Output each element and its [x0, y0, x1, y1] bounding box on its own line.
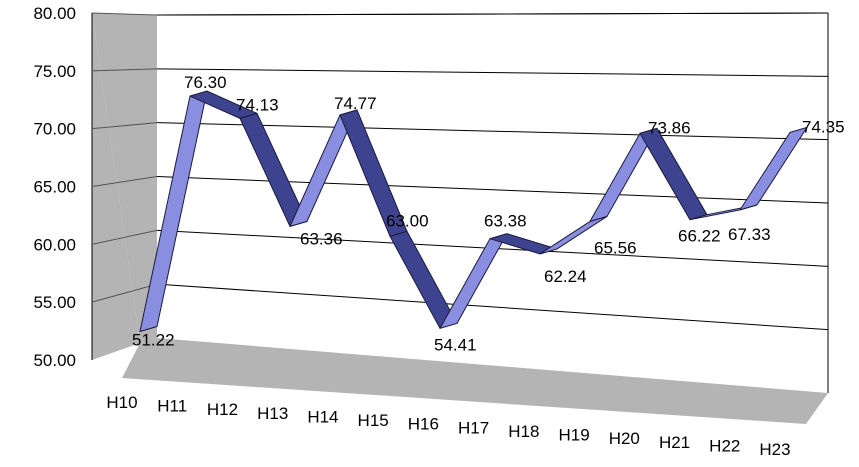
y-tick-label: 70.00 [33, 120, 76, 139]
side-gridline [91, 12, 158, 16]
x-axis-tick-labels: H10 H11 H12 H13 H14 H15 H16 H17 H18 H19 H20 H21 H22 H… [106, 393, 790, 459]
x-tick-label: H23 [759, 440, 790, 459]
data-labels: 51.22 76.30 74.13 63.36 74.77 63.00 54.41 63.38… [132, 73, 845, 354]
side-gridline [91, 68, 158, 72]
data-point [190, 96, 191, 97]
data-label: 62.24 [544, 267, 587, 286]
data-point [740, 209, 741, 210]
data-label: 63.36 [300, 229, 343, 248]
gridline [156, 283, 829, 331]
data-point [390, 236, 391, 237]
data-point [690, 219, 691, 220]
data-point [440, 328, 441, 329]
x-tick-label: H13 [257, 404, 288, 423]
x-tick-label: H16 [408, 415, 439, 434]
data-point [540, 253, 541, 254]
data-point [640, 133, 641, 134]
y-tick-label: 55.00 [33, 293, 76, 312]
y-axis-tick-labels: 50.00 55.00 60.00 65.00 70.00 75.00 80.00 [33, 4, 76, 370]
y-tick-label: 75.00 [33, 62, 76, 81]
x-tick-label: H15 [358, 411, 389, 430]
side-wall-lower [92, 13, 140, 360]
gridline [156, 176, 829, 204]
data-label: 65.56 [594, 238, 637, 257]
y-tick-label: 60.00 [33, 235, 76, 254]
data-label: 73.86 [648, 118, 691, 137]
x-tick-label: H21 [659, 433, 690, 452]
x-tick-label: H11 [157, 397, 187, 416]
side-gridline [91, 283, 158, 303]
data-point [490, 238, 491, 239]
data-label: 54.41 [434, 335, 477, 354]
data-point [240, 118, 241, 119]
x-tick-label: H10 [106, 393, 137, 412]
y-tick-label: 80.00 [33, 4, 76, 23]
data-label: 63.00 [386, 211, 429, 230]
side-gridline [91, 176, 158, 187]
y-tick-label: 65.00 [33, 178, 76, 197]
data-point [790, 132, 791, 133]
data-label: 51.22 [132, 330, 175, 349]
x-tick-label: H17 [458, 418, 489, 437]
side-gridline [91, 229, 158, 245]
data-label: 76.30 [184, 73, 227, 92]
floor [122, 338, 828, 424]
data-label: 67.33 [728, 225, 771, 244]
side-gridline [91, 122, 158, 130]
y-tick-label: 50.00 [33, 351, 76, 370]
data-label: 74.35 [802, 117, 845, 136]
gridlines [91, 12, 829, 331]
data-label: 74.13 [236, 95, 279, 114]
x-tick-label: H22 [709, 436, 740, 455]
ribbon-segment [639, 127, 708, 221]
side-wall [92, 13, 157, 343]
data-point [290, 226, 291, 227]
data-label: 74.77 [334, 94, 377, 113]
ribbon-segment [239, 112, 308, 227]
x-tick-label: H14 [307, 407, 338, 426]
data-label: 66.22 [678, 227, 721, 246]
ribbon-segment [439, 233, 508, 329]
x-tick-label: H20 [609, 429, 640, 448]
series-ribbon [139, 90, 808, 332]
ribbon-segment [739, 126, 808, 211]
x-tick-label: H18 [508, 422, 539, 441]
gridline [156, 12, 829, 16]
data-label: 63.38 [484, 212, 527, 231]
x-tick-label: H12 [207, 400, 238, 419]
data-point [340, 114, 341, 115]
data-point [590, 221, 591, 222]
x-tick-label: H19 [558, 426, 589, 445]
gridline [156, 68, 829, 77]
gridline [156, 122, 829, 141]
chart-walls [91, 12, 829, 424]
